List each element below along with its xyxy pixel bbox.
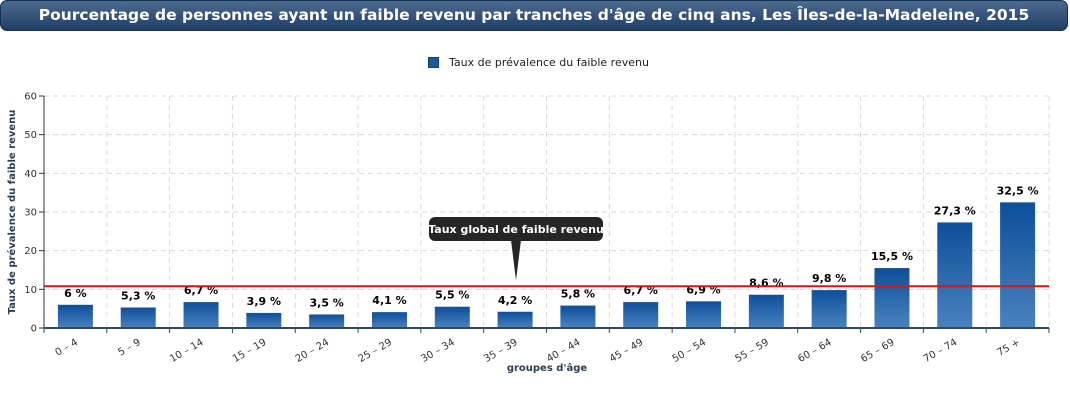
bar-value-label: 15,5 % — [871, 250, 913, 263]
x-tick-label: 35 – 39 — [482, 337, 519, 365]
bar-value-label: 4,1 % — [372, 294, 406, 307]
bar[interactable] — [623, 302, 659, 328]
x-tick-label: 60 – 64 — [796, 337, 833, 365]
x-tick-label: 30 – 34 — [419, 337, 456, 365]
bar[interactable] — [246, 312, 282, 328]
y-tick-label: 40 — [24, 169, 37, 180]
bar[interactable] — [686, 301, 722, 328]
bar-value-label: 6,7 % — [624, 284, 658, 297]
chart-title: Pourcentage de personnes ayant un faible… — [0, 0, 1068, 31]
x-tick-label: 75 + — [996, 337, 1023, 359]
tooltip-pointer — [511, 240, 521, 281]
x-tick-label: 25 – 29 — [357, 337, 394, 365]
bar-value-label: 3,9 % — [247, 295, 281, 308]
bar[interactable] — [497, 311, 533, 328]
bar[interactable] — [560, 305, 596, 328]
bar[interactable] — [434, 306, 470, 328]
y-tick-label: 0 — [31, 324, 37, 335]
bar-value-label: 3,5 % — [309, 296, 343, 309]
x-tick-label: 65 – 69 — [859, 337, 896, 365]
bar[interactable] — [811, 290, 847, 328]
bar[interactable] — [183, 302, 219, 328]
x-tick-label: 10 – 14 — [168, 337, 205, 365]
legend-swatch — [428, 56, 439, 68]
legend[interactable]: Taux de prévalence du faible revenu — [428, 54, 649, 70]
x-tick-label: 40 – 44 — [545, 337, 582, 365]
bar[interactable] — [120, 307, 156, 328]
x-axis-title: groupes d'âge — [507, 362, 588, 374]
bar-value-label: 8,6 % — [749, 277, 783, 290]
bar-value-label: 6,7 % — [184, 284, 218, 297]
bar-value-label: 5,3 % — [121, 290, 155, 303]
y-tick-label: 50 — [24, 130, 37, 141]
x-tick-label: 0 – 4 — [54, 337, 80, 359]
bar-value-label: 32,5 % — [997, 184, 1039, 197]
bar-value-label: 5,5 % — [435, 289, 469, 302]
bar-value-label: 27,3 % — [934, 204, 976, 217]
bar-value-label: 5,8 % — [561, 288, 595, 301]
bar[interactable] — [874, 268, 910, 328]
x-tick-label: 15 – 19 — [231, 337, 268, 365]
reference-line-group: Taux global de faible revenu — [44, 217, 1049, 288]
tooltip-box — [429, 217, 603, 241]
y-tick-label: 20 — [24, 246, 37, 257]
bar[interactable] — [371, 312, 407, 328]
bar-value-label: 4,2 % — [498, 294, 532, 307]
x-tick-label: 55 – 59 — [733, 337, 770, 365]
x-tick-label: 5 – 9 — [116, 337, 142, 359]
bar[interactable] — [1000, 202, 1036, 328]
y-axis-title: Taux de prévalence du faible revenu — [6, 110, 18, 315]
y-tick-label: 10 — [24, 285, 37, 296]
bar-value-label: 9,8 % — [812, 272, 846, 285]
legend-label: Taux de prévalence du faible revenu — [449, 55, 649, 69]
bar[interactable] — [309, 314, 345, 328]
y-tick-label: 30 — [24, 208, 37, 219]
tooltip-text: Taux global de faible revenu — [428, 223, 604, 236]
bar[interactable] — [937, 222, 973, 328]
bar[interactable] — [57, 304, 93, 328]
y-tick-label: 60 — [24, 92, 37, 103]
x-tick-label: 70 – 74 — [922, 337, 959, 365]
grid — [44, 95, 1050, 328]
bar-value-label: 6 % — [64, 287, 87, 300]
bars — [57, 202, 1036, 328]
x-tick-label: 20 – 24 — [294, 337, 331, 365]
x-tick-label: 50 – 54 — [671, 337, 708, 365]
bar[interactable] — [748, 294, 784, 328]
x-tick-label: 45 – 49 — [608, 337, 645, 365]
